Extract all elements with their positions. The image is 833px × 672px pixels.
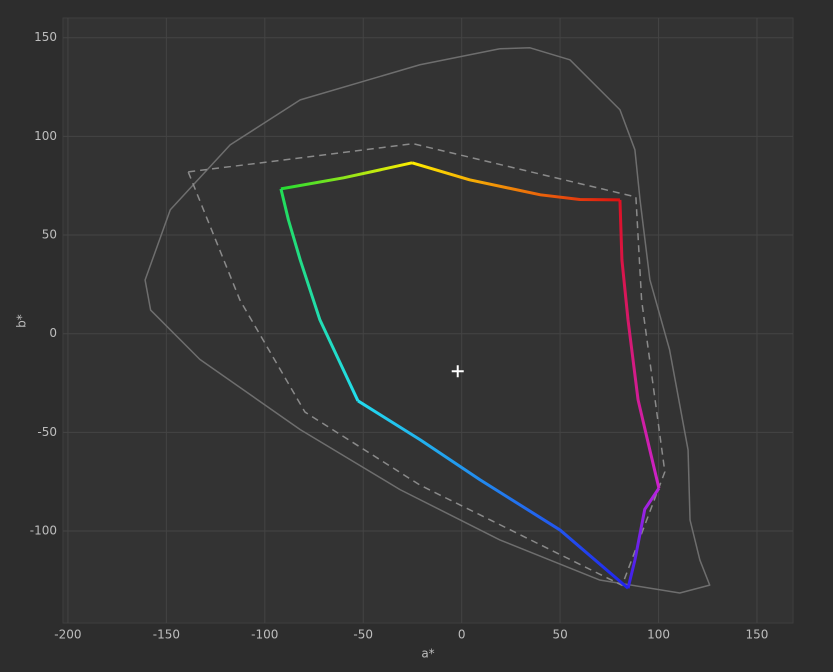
y-tick-label: -50: [37, 425, 57, 439]
x-axis-label: a*: [421, 647, 434, 661]
x-tick-label: 150: [746, 628, 769, 642]
x-tick-label: -100: [251, 628, 278, 642]
gamut-line: [357, 399, 629, 590]
gamut-line: [618, 199, 661, 489]
x-tick-label: 0: [458, 628, 466, 642]
x-tick-label: -150: [153, 628, 180, 642]
gamut-line: [411, 161, 620, 202]
reference-line: [187, 142, 666, 587]
gamut-line: [626, 487, 661, 589]
y-tick-label: 50: [42, 228, 57, 242]
white-point: [451, 365, 464, 378]
reference-line: [144, 47, 711, 594]
gamut-line: [279, 188, 360, 402]
x-tick-label: -50: [353, 628, 373, 642]
y-tick-label: 150: [34, 30, 57, 44]
plot-area: [62, 17, 794, 624]
gamut-line: [280, 161, 413, 191]
x-tick-label: 50: [552, 628, 567, 642]
y-tick-label: -100: [30, 524, 57, 538]
y-tick-label: 0: [49, 326, 57, 340]
y-axis-label: b*: [15, 314, 29, 328]
y-tick-label: 100: [34, 129, 57, 143]
x-tick-label: -200: [54, 628, 81, 642]
x-tick-label: 100: [647, 628, 670, 642]
